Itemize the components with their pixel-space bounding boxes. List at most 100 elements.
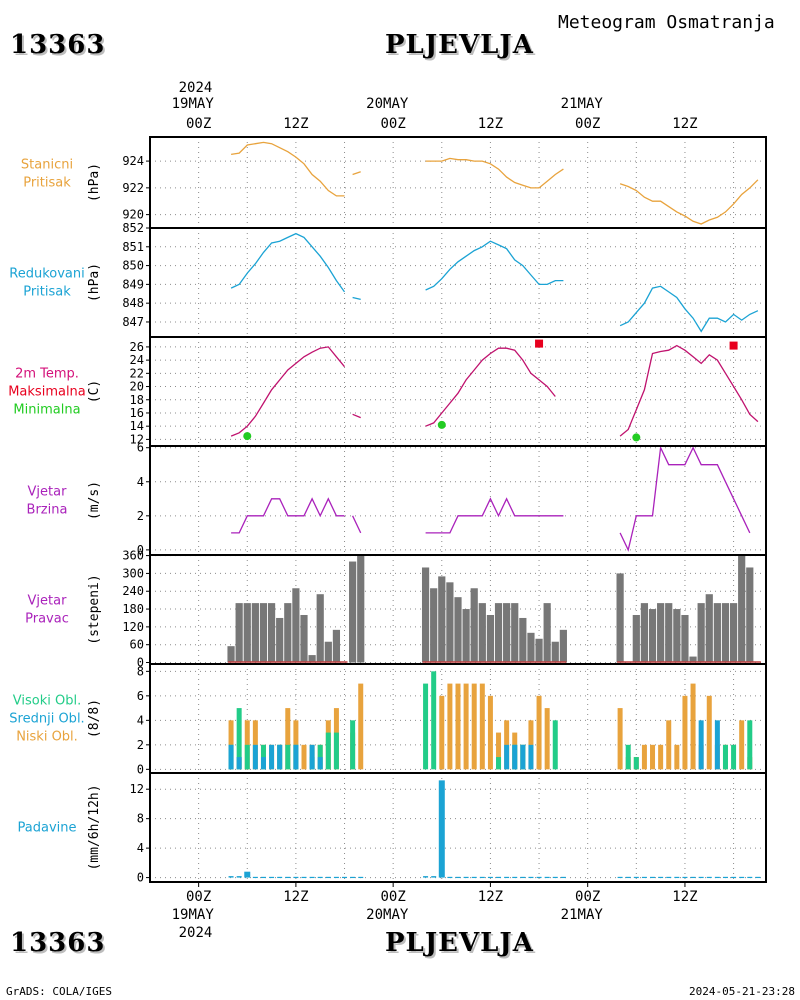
footer-software-credit: GrADS: COLA/IGES <box>6 985 112 998</box>
precip-bar <box>698 876 704 879</box>
y-tick-label: 0 <box>137 762 144 776</box>
bottom-hour-label: 12Z <box>478 889 503 905</box>
precip-bar <box>536 876 542 879</box>
y-tick-label: 14 <box>130 419 144 433</box>
wind-direction-bar <box>470 588 478 663</box>
series-line <box>619 285 759 333</box>
cloud-high-bar <box>722 744 728 770</box>
cloud-mid-bar <box>277 744 283 770</box>
station-id-bottom: 13363 <box>10 928 106 958</box>
cloud-low-bar <box>487 695 493 770</box>
wind-direction-bar <box>738 555 746 663</box>
panel-unit-label: (hPa) <box>87 163 102 202</box>
wind-direction-bar <box>486 614 495 663</box>
panel-frame <box>149 227 767 338</box>
precip-bar <box>325 876 331 879</box>
cloud-mid-bar <box>228 744 234 770</box>
wind-direction-bar <box>357 555 365 663</box>
cloud-low-bar <box>301 744 307 770</box>
y-tick-label: 920 <box>122 208 144 222</box>
y-tick-label: 300 <box>122 566 144 580</box>
precip-bar <box>658 876 664 879</box>
y-tick-label: 22 <box>130 366 144 380</box>
cloud-low-bar <box>650 744 656 770</box>
wind-direction-bar <box>292 588 300 663</box>
cloud-low-bar <box>682 695 688 770</box>
precip-bar <box>333 876 339 879</box>
bottom-hour-label: 00Z <box>381 889 406 905</box>
precip-bar <box>755 876 761 879</box>
top-hour-label: 00Z <box>575 116 600 132</box>
precip-bar <box>617 876 623 879</box>
cloud-high-bar <box>431 671 437 770</box>
wind-direction-bar <box>316 594 324 663</box>
wind-direction-bar <box>446 582 454 663</box>
bottom-hour-label: 00Z <box>575 889 600 905</box>
panel-label: Minimalna <box>13 403 80 418</box>
wind-direction-bar <box>543 603 551 663</box>
wind-direction-bar <box>559 629 567 663</box>
cloud-low-bar <box>285 708 291 770</box>
y-tick-label: 4 <box>137 841 144 855</box>
precip-bar <box>560 876 566 879</box>
precip-bar <box>317 876 323 879</box>
precip-bar <box>682 876 688 879</box>
station-id-top: 13363 <box>10 30 106 60</box>
panel-label: Pritisak <box>23 176 71 191</box>
wind-direction-bar <box>438 576 446 663</box>
y-tick-label: 60 <box>130 638 144 652</box>
panel-label: Pravac <box>25 612 69 627</box>
precip-bar <box>552 876 558 879</box>
precip-bar <box>285 876 291 879</box>
cloud-low-bar <box>674 744 680 770</box>
y-tick-label: 852 <box>122 221 144 235</box>
precip-bar <box>455 876 461 879</box>
series-line <box>230 346 346 437</box>
precip-bar <box>228 876 234 878</box>
cloud-mid-bar <box>317 757 323 770</box>
cloud-mid-bar <box>293 744 299 770</box>
station-name-top: PLJEVLJA <box>385 30 534 60</box>
tmin-marker <box>243 432 252 441</box>
series-line <box>425 240 564 291</box>
wind-direction-bar <box>454 597 462 663</box>
precip-bar <box>690 876 696 879</box>
precip-bar <box>260 876 266 879</box>
precip-bar <box>293 876 299 879</box>
panel-label: Brzina <box>27 503 68 518</box>
precip-bar <box>731 876 737 879</box>
precip-bar <box>650 876 656 879</box>
wind-direction-bar <box>519 617 527 663</box>
bottom-date-label: 20MAY <box>366 907 409 923</box>
tmax-marker <box>729 341 738 350</box>
cloud-high-bar <box>633 757 639 770</box>
cloud-mid-bar <box>236 757 242 770</box>
cloud-high-bar <box>423 683 429 770</box>
series-line <box>619 344 759 437</box>
cloud-low-bar <box>358 683 364 770</box>
wind-direction-bar <box>713 603 721 663</box>
wind-direction-bar <box>729 603 738 663</box>
y-tick-label: 24 <box>130 353 144 367</box>
wind-direction-bar <box>673 609 681 663</box>
cloud-mid-bar <box>528 744 534 770</box>
precip-bar <box>747 876 753 879</box>
cloud-mid-bar <box>269 744 275 770</box>
tmin-marker <box>632 433 641 442</box>
precip-bar <box>512 876 518 879</box>
precip-bar <box>471 876 477 879</box>
cloud-low-bar <box>463 683 469 770</box>
tmax-marker <box>535 339 544 348</box>
y-tick-label: 20 <box>130 380 144 394</box>
panel-unit-label: (mm/6h/12h) <box>87 784 102 870</box>
precip-bar <box>706 876 712 879</box>
wind-direction-bar <box>689 656 697 663</box>
y-tick-label: 851 <box>122 240 144 254</box>
top-hour-label: 12Z <box>478 116 503 132</box>
precip-bar <box>674 876 680 879</box>
y-tick-label: 8 <box>137 812 144 826</box>
series-line <box>619 445 751 552</box>
cloud-low-bar <box>544 708 550 770</box>
y-tick-label: 4 <box>137 713 144 727</box>
panel-label: Maksimalna <box>8 385 86 400</box>
